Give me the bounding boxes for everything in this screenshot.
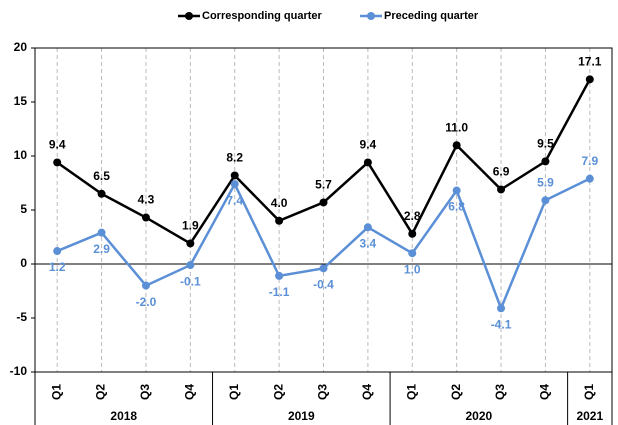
point [363, 158, 372, 167]
point [585, 174, 594, 183]
legend-marker [367, 12, 375, 20]
point [97, 228, 106, 237]
point [141, 281, 150, 290]
y-tick-label: 0 [20, 256, 27, 270]
data-label: 9.5 [537, 137, 554, 151]
data-label: -0.1 [180, 274, 201, 288]
group-label: 2019 [288, 409, 315, 423]
data-label: 6.9 [493, 165, 510, 179]
data-label: 2.9 [93, 242, 110, 256]
data-label: -0.4 [313, 277, 334, 291]
point [452, 186, 461, 195]
point [230, 171, 239, 180]
point [141, 213, 150, 222]
y-tick-label: 5 [20, 202, 27, 216]
x-tick-label: Q4 [183, 384, 197, 400]
y-tick-label: 20 [14, 40, 28, 54]
x-tick-label: Q3 [493, 384, 507, 400]
data-label: 8.2 [226, 151, 243, 165]
point [230, 180, 239, 189]
x-tick-label: Q2 [271, 384, 285, 400]
point [408, 229, 417, 238]
point [497, 304, 506, 313]
x-tick-label: Q1 [582, 384, 596, 400]
data-label: 3.4 [360, 236, 377, 250]
data-label: -1.1 [269, 285, 290, 299]
data-label: 4.0 [271, 196, 288, 210]
data-label: -2.0 [136, 295, 157, 309]
x-tick-label: Q4 [360, 384, 374, 400]
plot-frame [34, 47, 613, 373]
point [275, 216, 284, 225]
data-label: 1.0 [404, 262, 421, 276]
data-label: 1.9 [182, 219, 199, 233]
point [275, 271, 284, 280]
data-label: 6.5 [93, 169, 110, 183]
data-label: 11.0 [445, 120, 468, 134]
data-label: 1.2 [49, 260, 66, 274]
point [53, 247, 62, 256]
point [541, 157, 550, 166]
point [186, 261, 195, 270]
data-label: 9.4 [360, 138, 377, 152]
legend-marker [185, 12, 193, 20]
point [541, 196, 550, 205]
x-tick-label: Q3 [316, 384, 330, 400]
data-label: 5.9 [537, 175, 554, 189]
y-tick-label: 10 [14, 148, 28, 162]
x-tick-label: Q1 [49, 384, 63, 400]
y-tick-label: 15 [14, 94, 28, 108]
point [97, 189, 106, 198]
x-tick-label: Q3 [138, 384, 152, 400]
x-tick-label: Q2 [449, 384, 463, 400]
group-label: 2018 [110, 409, 137, 423]
data-label: 7.4 [226, 193, 243, 207]
data-label: 6.8 [448, 200, 465, 214]
data-label: 4.3 [138, 193, 155, 207]
data-label: 9.4 [49, 138, 66, 152]
legend-label: Corresponding quarter [202, 10, 323, 22]
data-label: 17.1 [578, 54, 602, 68]
legend-label: Preceding quarter [384, 10, 479, 22]
x-tick-label: Q2 [94, 384, 108, 400]
point [363, 223, 372, 232]
y-tick-label: -10 [10, 364, 28, 378]
group-label: 2021 [576, 409, 603, 423]
point [497, 185, 506, 194]
point [585, 75, 594, 84]
data-label: -4.1 [491, 317, 512, 331]
point [319, 264, 328, 273]
group-label: 2020 [465, 409, 492, 423]
data-label: 7.9 [581, 154, 598, 168]
x-tick-label: Q4 [538, 384, 552, 400]
point [319, 198, 328, 207]
data-label: 2.8 [404, 209, 421, 223]
x-tick-label: Q1 [227, 384, 241, 400]
point [53, 158, 62, 167]
point [452, 141, 461, 150]
point [186, 239, 195, 248]
y-tick-label: -5 [16, 310, 27, 324]
x-tick-label: Q1 [404, 384, 418, 400]
data-label: 5.7 [315, 178, 332, 192]
point [408, 249, 417, 258]
